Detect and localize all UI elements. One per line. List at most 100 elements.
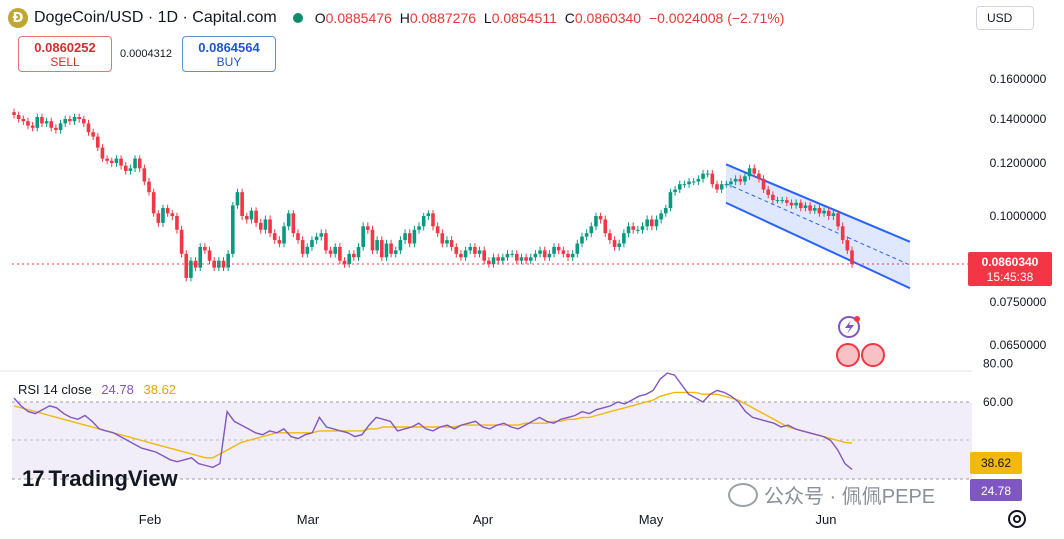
candle (812, 204, 817, 214)
candle-body (105, 158, 109, 161)
candle (407, 229, 412, 248)
candle (589, 222, 594, 238)
channel-upper-line[interactable] (725, 163, 911, 243)
candle-body (603, 219, 608, 234)
candle-body (487, 260, 491, 265)
lightning-icon[interactable] (838, 316, 860, 338)
us-flag-icon[interactable] (836, 343, 860, 367)
candle (789, 199, 794, 209)
candle (636, 225, 640, 234)
candle (161, 204, 165, 227)
candle-body (44, 121, 49, 124)
time-tick-label: Apr (473, 512, 494, 527)
candle (691, 177, 696, 186)
candle (389, 239, 393, 258)
time-axis[interactable]: Feb Mar Apr May Jun (139, 512, 837, 527)
candle-body (282, 226, 286, 244)
candle-body (542, 250, 547, 258)
descending-channel[interactable] (725, 163, 911, 290)
candle-body (636, 229, 640, 231)
candle-body (766, 189, 770, 195)
candle-body (612, 240, 617, 247)
rsi-legend[interactable]: RSI 14 close 24.78 38.62 (18, 382, 176, 397)
candle (724, 180, 729, 188)
currency-selector[interactable]: USD (976, 6, 1034, 30)
candle (403, 229, 407, 244)
candle-body (407, 233, 412, 244)
candle (244, 212, 249, 224)
settings-gear-icon[interactable] (1008, 510, 1026, 528)
candle (291, 210, 296, 238)
rsi-value-badge: 24.78 (970, 479, 1022, 501)
candle-body (54, 127, 58, 130)
candle-body (91, 132, 95, 137)
candle (35, 113, 40, 132)
tradingview-logo[interactable]: 17 TradingView (22, 466, 178, 492)
candle (189, 257, 193, 282)
candle-body (412, 229, 417, 244)
candle (361, 222, 365, 251)
candle-body (528, 257, 533, 261)
candle-body (687, 181, 691, 185)
candle (640, 222, 645, 234)
candle (305, 243, 310, 258)
candle-body (477, 250, 482, 254)
candle (733, 175, 738, 186)
candle-body (468, 246, 473, 251)
candle (272, 229, 277, 244)
price-axis[interactable]: 0.1600000 0.1400000 0.1200000 0.1000000 0.07… (990, 72, 1047, 352)
candle-body (524, 257, 528, 261)
candle-body (598, 216, 603, 220)
event-icons[interactable] (836, 316, 885, 367)
candle (91, 128, 95, 141)
candle (379, 236, 384, 261)
candle (77, 113, 81, 123)
candle (338, 243, 342, 265)
candle (324, 229, 328, 255)
candle (258, 218, 263, 234)
candle (375, 236, 379, 255)
candle (72, 113, 77, 125)
candle (314, 232, 319, 244)
candle (198, 243, 203, 272)
candle (761, 175, 766, 193)
candle (49, 117, 54, 132)
candle-body (398, 240, 403, 251)
candle (105, 155, 109, 165)
candle (677, 180, 682, 193)
candle (552, 243, 556, 258)
candle-body (622, 233, 626, 244)
countdown-timer: 15:45:38 (987, 270, 1034, 284)
buy-button[interactable]: 0.0864564 BUY (182, 36, 276, 72)
candle (519, 253, 524, 265)
candle-body (109, 160, 114, 163)
candle-body (510, 253, 514, 255)
time-tick-label: May (639, 512, 664, 527)
candle (673, 186, 677, 196)
candle (212, 257, 216, 272)
candle-body (142, 168, 147, 182)
candle (175, 212, 179, 234)
tradingview-wordmark: TradingView (48, 466, 178, 491)
us-flag-icon-2[interactable] (861, 343, 885, 367)
channel-lower-line[interactable] (725, 201, 911, 290)
candle-body (100, 147, 105, 159)
symbol-title[interactable]: DogeCoin/USD · 1D · Capital.com (34, 9, 277, 26)
rsi-ma-badge: 38.62 (970, 452, 1022, 474)
candle-body (82, 119, 86, 124)
sell-button[interactable]: 0.0860252 SELL (18, 36, 112, 72)
candle (296, 229, 300, 244)
candle-body (435, 226, 440, 234)
candle-body (123, 165, 128, 171)
rsi-label: RSI 14 close (18, 382, 92, 397)
candle-body (445, 240, 449, 244)
candle (268, 215, 272, 238)
candle (445, 236, 449, 248)
candle-body (184, 253, 189, 278)
candle (473, 243, 477, 258)
candle-body (375, 240, 379, 251)
sell-price: 0.0860252 (34, 40, 96, 55)
candle-body (26, 121, 30, 126)
candle-body (240, 192, 244, 216)
